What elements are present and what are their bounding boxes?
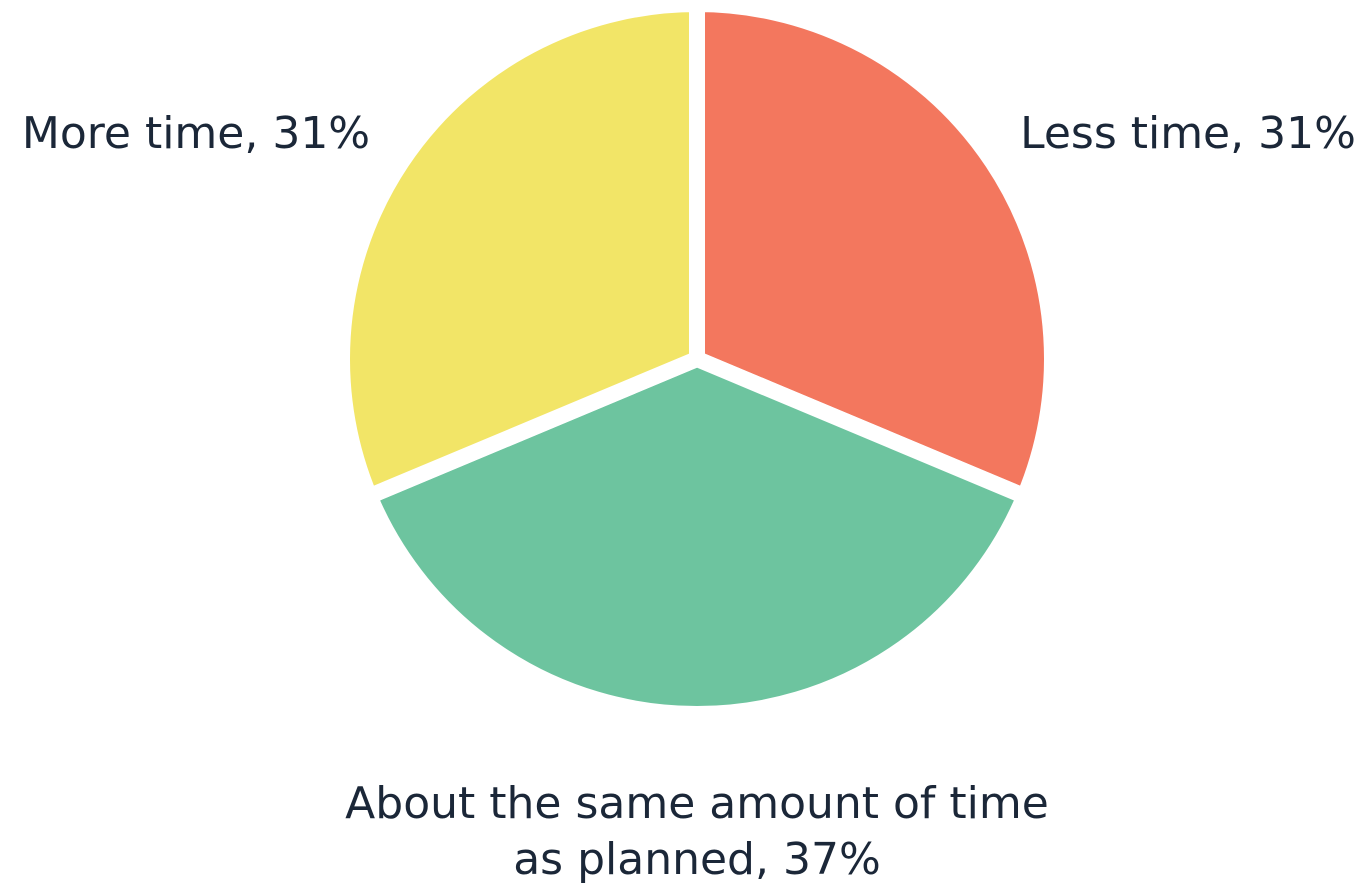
pie-labels: Less time, 31% About the same amount of t… [22,108,1356,885]
slice-label-2: About the same amount of time as planned,… [345,778,1049,885]
pie-slice-1 [689,0,1060,507]
pie-slices [334,0,1060,723]
slice-label-3: More time, 31% [22,108,370,159]
pie-slice-3 [334,0,705,507]
slice-label-1: Less time, 31% [1020,108,1356,159]
slice-label-line: About the same amount of time [345,778,1049,829]
pie-slice-2 [359,350,1035,723]
slice-label-line: More time, 31% [22,108,370,159]
slice-label-line: as planned, 37% [513,834,881,885]
slice-label-line: Less time, 31% [1020,108,1356,159]
